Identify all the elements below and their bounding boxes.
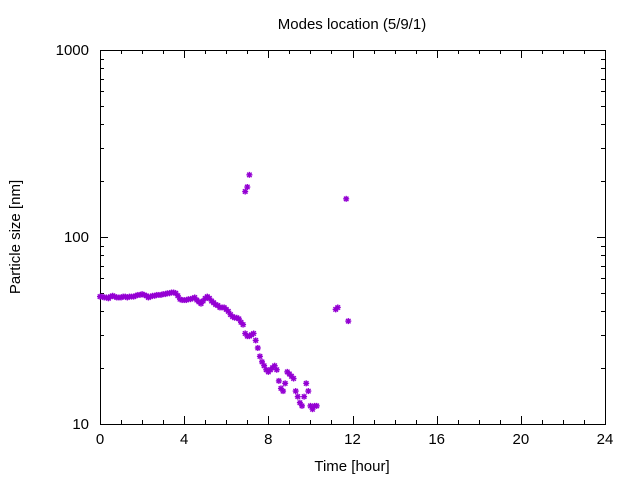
y-tick-label: 1000 xyxy=(56,42,89,59)
data-point xyxy=(242,188,249,195)
data-point xyxy=(273,366,280,373)
data-point xyxy=(305,388,312,395)
y-tick-label: 10 xyxy=(72,416,89,433)
data-point xyxy=(345,318,352,325)
data-point xyxy=(256,353,263,360)
y-axis-label: Particle size [nm] xyxy=(7,180,24,294)
data-point xyxy=(313,402,320,409)
data-point xyxy=(290,375,297,382)
x-tick-label: 24 xyxy=(597,431,614,448)
x-tick-label: 0 xyxy=(96,431,104,448)
data-point xyxy=(303,380,310,387)
data-point xyxy=(282,380,289,387)
data-point xyxy=(244,184,251,191)
axis-tick-labels: 0 4 8 12 16 20 24 10 100 1000 xyxy=(56,42,614,448)
data-point xyxy=(240,321,247,328)
y-tick-label: 100 xyxy=(64,229,89,246)
x-tick-label: 4 xyxy=(180,431,188,448)
data-point xyxy=(299,402,305,409)
data-point xyxy=(292,388,299,395)
data-point xyxy=(225,308,232,315)
plot-frame xyxy=(100,50,606,425)
chart-title: Modes location (5/9/1) xyxy=(278,16,426,33)
data-points xyxy=(97,171,352,413)
x-tick-label: 20 xyxy=(512,431,529,448)
data-point xyxy=(294,393,301,400)
axis-ticks xyxy=(100,50,606,425)
data-point xyxy=(246,171,253,178)
x-tick-label: 12 xyxy=(344,431,361,448)
data-point xyxy=(254,344,261,351)
data-point xyxy=(252,337,259,344)
x-tick-label: 16 xyxy=(428,431,445,448)
x-axis-label: Time [hour] xyxy=(314,458,389,475)
data-point xyxy=(250,330,257,337)
x-tick-label: 8 xyxy=(264,431,272,448)
data-point xyxy=(301,393,308,400)
data-point xyxy=(280,388,287,395)
data-point xyxy=(334,304,341,311)
data-point xyxy=(343,195,350,202)
data-point xyxy=(275,377,282,384)
